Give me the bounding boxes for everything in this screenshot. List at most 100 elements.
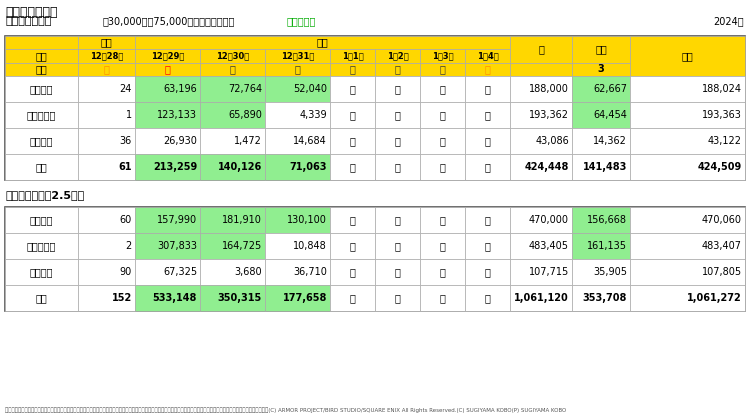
Bar (5, 36, 78, 49)
Text: 1月4日: 1月4日 (477, 51, 498, 61)
Text: －: － (484, 215, 490, 225)
Text: －: － (484, 162, 490, 172)
Bar (78, 233, 135, 259)
Text: －: － (350, 241, 355, 251)
Bar (78, 63, 135, 76)
Bar (420, 102, 465, 128)
Text: －: － (484, 110, 490, 120)
Text: 1: 1 (126, 110, 132, 120)
Bar (5, 76, 78, 102)
Text: 月: 月 (230, 64, 236, 74)
Text: －: － (394, 293, 400, 303)
Text: 2024年: 2024年 (713, 16, 744, 26)
Bar (5, 207, 78, 233)
Text: 72,764: 72,764 (228, 84, 262, 94)
Text: 483,407: 483,407 (702, 241, 742, 251)
Text: 4,339: 4,339 (299, 110, 327, 120)
Text: －: － (440, 84, 446, 94)
Bar (330, 154, 375, 180)
Bar (572, 233, 630, 259)
Bar (265, 259, 330, 285)
Bar (510, 76, 572, 102)
Text: －: － (350, 136, 355, 146)
Bar (375, 285, 420, 311)
Text: 朝の便利ツール: 朝の便利ツール (5, 6, 58, 19)
Text: 35,905: 35,905 (593, 267, 627, 277)
Text: －: － (440, 110, 446, 120)
Bar (420, 259, 465, 285)
Bar (572, 36, 630, 63)
Text: 164,725: 164,725 (222, 241, 262, 251)
Bar (420, 76, 465, 102)
Bar (375, 154, 420, 180)
Text: 64,454: 64,454 (593, 110, 627, 120)
Bar (5, 259, 78, 285)
Bar (630, 207, 745, 233)
Text: 水: 水 (350, 64, 355, 74)
Bar (5, 63, 78, 76)
Text: 177,658: 177,658 (283, 293, 327, 303)
Text: 470,000: 470,000 (529, 215, 569, 225)
Bar (465, 63, 510, 76)
Text: 3: 3 (598, 64, 604, 74)
Text: 424,509: 424,509 (698, 162, 742, 172)
Bar (265, 63, 330, 76)
Text: 1月3日: 1月3日 (432, 51, 453, 61)
Bar (330, 63, 375, 76)
Text: おさかなコイン: おさかなコイン (5, 16, 51, 26)
Text: －: － (350, 267, 355, 277)
Bar (5, 285, 78, 311)
Text: －: － (440, 241, 446, 251)
Bar (78, 207, 135, 233)
Bar (135, 285, 200, 311)
Text: 金: 金 (440, 64, 446, 74)
Bar (420, 63, 465, 76)
Text: 12月30日: 12月30日 (216, 51, 249, 61)
Text: 36: 36 (120, 136, 132, 146)
Text: 130,100: 130,100 (287, 215, 327, 225)
Bar (375, 76, 420, 102)
Text: 90: 90 (120, 267, 132, 277)
Bar (265, 154, 330, 180)
Bar (5, 102, 78, 128)
Bar (78, 285, 135, 311)
Text: リリウム: リリウム (30, 267, 53, 277)
Bar (420, 285, 465, 311)
Text: 土: 土 (484, 64, 490, 74)
Text: 52,040: 52,040 (293, 84, 327, 94)
Text: 計: 計 (538, 44, 544, 54)
Text: 141,483: 141,483 (583, 162, 627, 172)
Bar (465, 102, 510, 128)
Bar (630, 154, 745, 180)
Text: －: － (394, 110, 400, 120)
Bar (200, 102, 265, 128)
Text: ＊30,000枚（75,000ゴールド）以上は: ＊30,000枚（75,000ゴールド）以上は (103, 16, 236, 26)
Bar (630, 259, 745, 285)
Text: 107,715: 107,715 (529, 267, 569, 277)
Text: 14,684: 14,684 (293, 136, 327, 146)
Text: 350,315: 350,315 (217, 293, 262, 303)
Bar (330, 259, 375, 285)
Bar (630, 233, 745, 259)
Text: 1,061,272: 1,061,272 (687, 293, 742, 303)
Text: 353,708: 353,708 (583, 293, 627, 303)
Bar (465, 259, 510, 285)
Bar (5, 128, 78, 154)
Bar (135, 102, 200, 128)
Text: －: － (484, 84, 490, 94)
Text: 10,848: 10,848 (293, 241, 327, 251)
Bar (572, 285, 630, 311)
Bar (78, 128, 135, 154)
Bar (572, 102, 630, 128)
Text: －: － (394, 84, 400, 94)
Bar (5, 207, 745, 311)
Text: －: － (484, 241, 490, 251)
Bar (510, 233, 572, 259)
Bar (465, 49, 510, 63)
Bar (375, 128, 420, 154)
Bar (330, 49, 375, 63)
Bar (420, 233, 465, 259)
Bar (78, 36, 135, 49)
Text: －: － (440, 215, 446, 225)
Bar (265, 49, 330, 63)
